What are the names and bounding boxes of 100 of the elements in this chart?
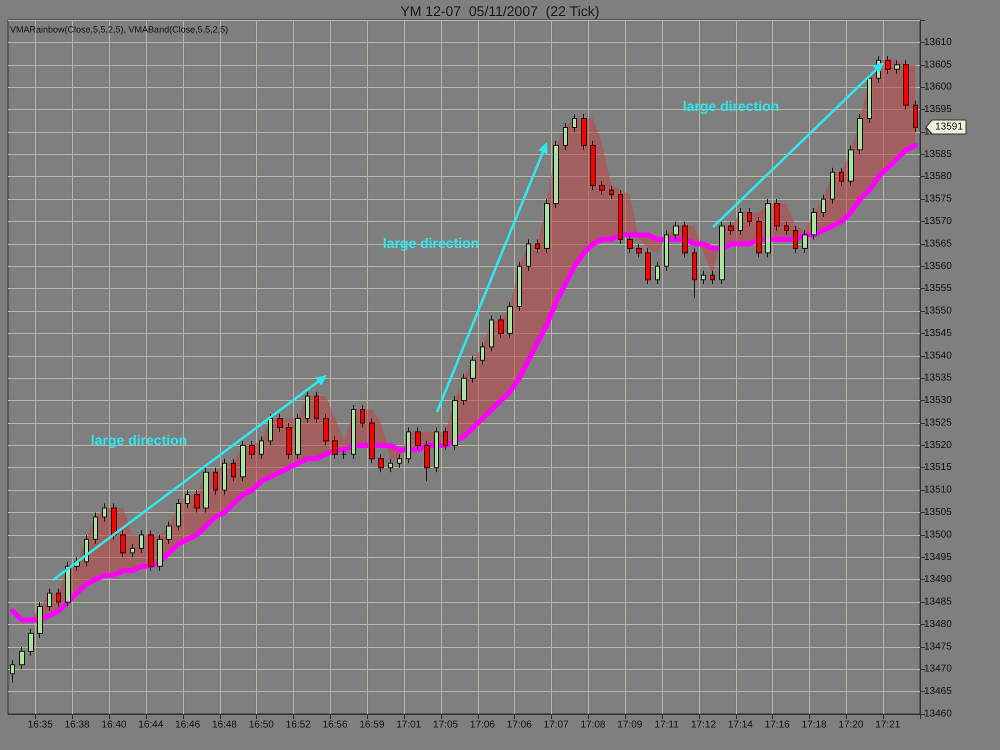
text: 13591 <box>935 122 964 132</box>
x-tick-label: 17:18 <box>802 720 828 730</box>
candlestick <box>645 248 651 285</box>
annotation: large direction <box>90 432 188 448</box>
x-tick-label: 17:20 <box>838 720 864 730</box>
candlestick <box>231 458 236 482</box>
y-tick-label: 13585 <box>924 148 952 160</box>
candlestick <box>590 140 596 191</box>
x-tick-label: 17:07 <box>544 720 570 730</box>
candlestick <box>286 422 292 460</box>
candlestick <box>305 391 310 424</box>
candlestick <box>166 520 172 544</box>
candlestick <box>111 503 117 540</box>
candlestick <box>728 220 734 236</box>
x-tick-label: 17:11 <box>654 720 680 730</box>
candlestick <box>240 440 246 482</box>
y-tick-label: 13535 <box>924 372 952 384</box>
candlestick <box>37 602 43 638</box>
x-tick-label: 16:40 <box>101 720 127 730</box>
candlestick <box>249 440 255 460</box>
y-tick-label: 13580 <box>924 171 952 182</box>
candlestick <box>664 230 669 272</box>
candlestick <box>424 440 430 482</box>
y-tick-label: 13600 <box>924 82 952 93</box>
candlestick <box>452 396 458 450</box>
y-tick-label: 13520 <box>924 440 952 451</box>
x-tick-label: 17:09 <box>617 720 643 730</box>
y-tick-label: 13575 <box>924 194 952 205</box>
y-tick-label: 13540 <box>924 350 952 362</box>
candlestick <box>802 230 808 254</box>
x-tick-label: 16:38 <box>64 720 90 730</box>
y-tick-label: 13610 <box>924 36 952 48</box>
candlestick <box>314 391 319 424</box>
candlestick <box>636 243 642 258</box>
x-tick-label: 16:50 <box>248 720 274 730</box>
candlestick <box>756 216 762 258</box>
candlestick <box>839 167 844 186</box>
candlestick <box>553 140 559 209</box>
candlestick <box>259 436 264 460</box>
annotation: large direction <box>682 98 780 114</box>
candlestick <box>341 449 347 460</box>
candlestick <box>599 180 605 196</box>
candlestick <box>682 220 688 258</box>
candlestick <box>213 467 218 496</box>
y-tick-label: 13490 <box>924 574 952 586</box>
text: VMARainbow(Close,5,5,2,5), VMABand(Close,5,5,2,5) <box>10 24 228 34</box>
candlestick <box>93 512 98 544</box>
x-tick-label: 17:05 <box>433 720 459 730</box>
candlestick <box>489 315 494 352</box>
candlestick <box>692 248 697 298</box>
candlestick <box>811 208 817 240</box>
y-tick-label: 13510 <box>924 484 952 496</box>
candlestick <box>793 225 798 254</box>
candlestick <box>194 490 200 514</box>
candlestick <box>701 270 706 285</box>
x-tick-label: 16:59 <box>359 720 385 730</box>
y-tick-label: 13460 <box>924 708 952 720</box>
candlestick <box>517 261 522 312</box>
y-tick-label: 13505 <box>924 507 952 518</box>
y-tick-label: 13560 <box>924 260 952 272</box>
x-tick-label: 17:06 <box>506 720 532 730</box>
y-tick-label: 13525 <box>924 417 952 428</box>
candlestick <box>176 498 181 531</box>
candlestick <box>378 454 384 473</box>
x-tick-label: 16:35 <box>28 720 54 730</box>
candlestick <box>470 355 476 384</box>
candlestick <box>498 315 504 338</box>
y-tick-label: 13545 <box>924 328 952 339</box>
y-tick-label: 13550 <box>924 306 952 317</box>
candlestick <box>719 220 725 285</box>
candlestick <box>443 426 448 450</box>
candlestick <box>784 220 789 236</box>
y-tick-label: 13495 <box>924 552 952 563</box>
candlestick <box>848 144 854 186</box>
x-tick-label: 17:21 <box>875 720 901 730</box>
candlestick <box>388 458 393 473</box>
candlestick <box>28 628 34 656</box>
candlestick <box>821 194 826 218</box>
candlestick <box>894 60 900 74</box>
candlestick <box>535 238 540 254</box>
candlestick <box>507 302 513 338</box>
candlestick <box>830 167 835 204</box>
candlestick <box>765 198 771 258</box>
candlestick <box>609 185 614 200</box>
candlestick <box>277 414 283 432</box>
candlestick <box>323 414 329 446</box>
y-tick-label: 13595 <box>924 104 952 116</box>
candlestick <box>526 238 531 272</box>
x-tick-label: 17:12 <box>691 720 716 730</box>
x-tick-label: 16:48 <box>212 720 238 730</box>
candlestick <box>774 198 780 231</box>
y-tick-label: 13500 <box>924 529 952 540</box>
candlestick <box>295 414 301 460</box>
candlestick <box>581 114 587 150</box>
candlestick <box>867 73 872 124</box>
candlestick <box>655 261 660 285</box>
candlestick <box>268 414 273 446</box>
candlestick <box>406 426 411 464</box>
candlestick <box>913 100 918 132</box>
y-tick-label: 13480 <box>924 618 952 630</box>
